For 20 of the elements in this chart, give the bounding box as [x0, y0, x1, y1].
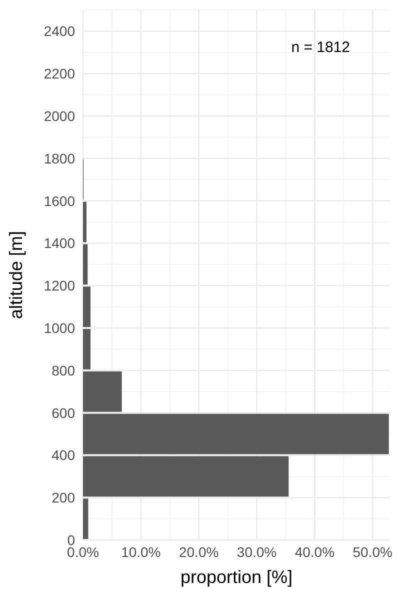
- x-tick-label: 20.0%: [178, 544, 219, 560]
- y-tick-label: 800: [52, 362, 76, 378]
- annotation: n = 1812: [291, 39, 350, 56]
- y-tick-label: 2000: [44, 108, 76, 124]
- x-axis-title: proportion [%]: [180, 567, 293, 587]
- y-tick-label: 400: [52, 447, 76, 464]
- x-tick-label: 50.0%: [352, 544, 392, 560]
- y-tick-label: 2200: [44, 66, 76, 82]
- y-tick-label: 200: [52, 490, 76, 506]
- y-tick-label: 1000: [44, 320, 76, 336]
- y-axis-title: altitude [m]: [6, 230, 26, 320]
- y-tick-label: 1200: [44, 278, 76, 294]
- y-tick-label: 2400: [44, 23, 76, 40]
- y-tick-label: 1400: [44, 235, 76, 252]
- y-tick-label: 1600: [44, 192, 76, 209]
- x-tick-label: 30.0%: [236, 544, 277, 560]
- x-tick-label: 10.0%: [121, 544, 161, 560]
- y-tick-label: 600: [52, 404, 76, 421]
- x-tick-label: 40.0%: [294, 544, 335, 560]
- y-tick-label: 1800: [44, 150, 76, 166]
